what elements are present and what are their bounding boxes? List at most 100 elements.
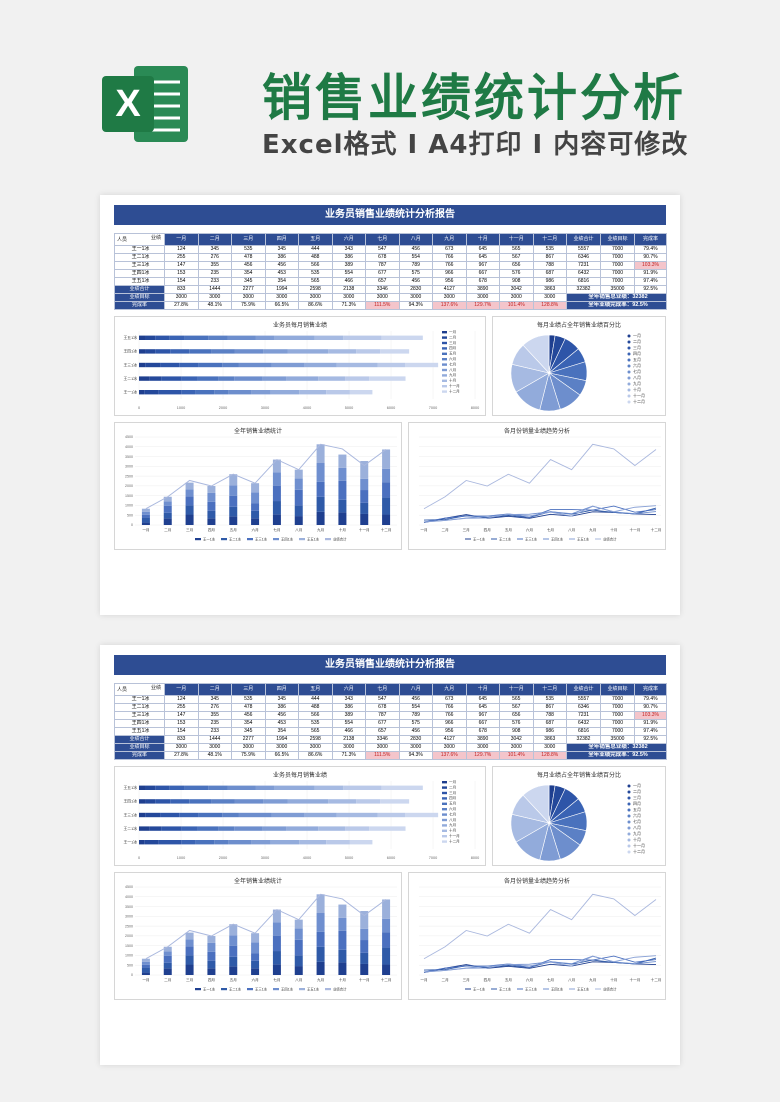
bar-segment xyxy=(207,518,216,525)
bar-segment xyxy=(271,812,305,818)
bar-segment xyxy=(286,376,319,381)
legend-label: 三月 xyxy=(449,790,456,795)
bar-segment xyxy=(316,961,325,975)
table-cell: 2830 xyxy=(398,285,433,294)
legend-swatch xyxy=(627,364,631,368)
table-cell: 678 xyxy=(465,727,500,736)
bar-segment xyxy=(141,961,150,965)
table-cell: 255 xyxy=(164,253,199,262)
table-cell: 3000 xyxy=(365,743,400,752)
table-cell: 147 xyxy=(164,711,199,720)
bar-segment xyxy=(197,826,219,831)
row-label: 完成率 xyxy=(114,751,165,760)
bar-segment xyxy=(316,496,325,512)
column-header: 业绩合计 xyxy=(566,233,601,246)
table-cell: 6816 xyxy=(566,727,601,736)
legend-swatch xyxy=(627,352,631,356)
bar-segment xyxy=(234,799,264,804)
bar-segment xyxy=(170,799,190,804)
legend-swatch xyxy=(627,784,631,788)
table-cell: 5557 xyxy=(566,245,601,254)
monthly-trend-line-chart: 各月份销量业绩趋势分析 一月 二月 三月 四月 五月 六月 七月 八月 九月 十月 十一月 十二月 王一… xyxy=(408,422,666,550)
summary-rate: 全年业绩完成率：92.5% xyxy=(566,301,667,310)
table-cell: 667 xyxy=(465,269,500,278)
rate-cell: 103.3% xyxy=(634,711,667,720)
column-header: 四月 xyxy=(264,683,299,696)
y-tick-label: 0 xyxy=(131,523,133,527)
legend-label: 七月 xyxy=(449,811,456,816)
x-category-label: 八月 xyxy=(295,527,302,532)
table-cell: 355 xyxy=(197,711,232,720)
y-category-label: 王五1冰 xyxy=(123,785,137,790)
y-category-label: 王二1冰 xyxy=(123,826,137,831)
legend-label: 二月 xyxy=(633,789,641,794)
column-header: 三月 xyxy=(231,683,266,696)
bar-segment xyxy=(238,362,272,368)
table-cell: 386 xyxy=(331,253,366,262)
bar-segment xyxy=(195,840,215,845)
table-cell: 657 xyxy=(365,727,400,736)
table-cell: 92.5% xyxy=(634,735,667,744)
row-label: 王三1冰 xyxy=(114,711,165,720)
table-cell: 3000 xyxy=(398,743,433,752)
table-row: 王五1冰 154 233 345 354 565 466 657 456 956 678 908 986… xyxy=(114,277,667,286)
bar-segment xyxy=(272,922,281,936)
bar-segment xyxy=(163,496,172,502)
bar-segment xyxy=(349,840,373,845)
table-cell: 2598 xyxy=(298,285,333,294)
column-header: 五月 xyxy=(298,683,333,696)
column-header: 七月 xyxy=(365,233,400,246)
bar-segment xyxy=(234,826,263,831)
hero-banner: X 销售业绩统计分析 Excel格式 I A4打印 I 内容可修改 xyxy=(0,0,780,190)
rate-cell: 97.4% xyxy=(634,277,667,286)
bar-segment xyxy=(251,492,260,504)
bar-segment xyxy=(185,496,194,506)
bar-segment xyxy=(338,512,347,525)
column-header: 完成率 xyxy=(634,683,667,696)
table-cell: 966 xyxy=(432,269,467,278)
legend-label: 王三1冰 xyxy=(255,986,268,991)
table-cell: 667 xyxy=(465,719,500,728)
bar-segment xyxy=(382,918,391,933)
legend-label: 九月 xyxy=(633,380,641,386)
bar-segment xyxy=(287,799,329,804)
bar-segment xyxy=(369,376,406,381)
bar-segment xyxy=(163,501,172,506)
table-cell: 456 xyxy=(398,245,433,254)
bar-segment xyxy=(198,812,223,818)
bar-segment xyxy=(345,826,370,831)
table-cell: 3346 xyxy=(365,735,400,744)
table-cell: 677 xyxy=(365,269,400,278)
bar-segment xyxy=(294,939,303,956)
row-label: 王二1冰 xyxy=(114,703,165,712)
table-cell: 787 xyxy=(365,261,400,270)
table-cell: 3000 xyxy=(331,743,366,752)
y-tick-label: 4000 xyxy=(125,445,133,449)
bar-segment xyxy=(181,840,196,845)
total-row: 业绩合计 833 1444 2277 1994 2598 2138 3346 2830 4127 3… xyxy=(114,735,667,744)
table-cell: 35000 xyxy=(600,735,635,744)
pie-slice xyxy=(522,334,550,374)
table-cell: 124 xyxy=(164,695,199,704)
legend-label: 十一月 xyxy=(449,833,460,838)
table-cell: 7000 xyxy=(600,727,635,736)
bar-segment xyxy=(263,349,288,354)
bar-segment xyxy=(251,968,260,975)
column-header: 十二月 xyxy=(532,683,567,696)
bar-segment xyxy=(184,335,209,340)
legend-label: 王三1冰 xyxy=(255,536,268,541)
table-cell: 657 xyxy=(365,277,400,286)
bar-segment xyxy=(316,894,325,913)
table-cell: 478 xyxy=(231,253,266,262)
table-cell: 345 xyxy=(231,727,266,736)
column-header: 二月 xyxy=(197,233,232,246)
table-cell: 6816 xyxy=(566,277,601,286)
table-cell: 6432 xyxy=(566,269,601,278)
bar-segment xyxy=(316,511,325,525)
column-header: 二月 xyxy=(197,683,232,696)
column-header: 五月 xyxy=(298,233,333,246)
y-category-label: 王四1冰 xyxy=(123,349,137,354)
table-cell: 833 xyxy=(164,285,199,294)
bar-segment xyxy=(207,968,216,975)
table-cell: 354 xyxy=(231,269,266,278)
